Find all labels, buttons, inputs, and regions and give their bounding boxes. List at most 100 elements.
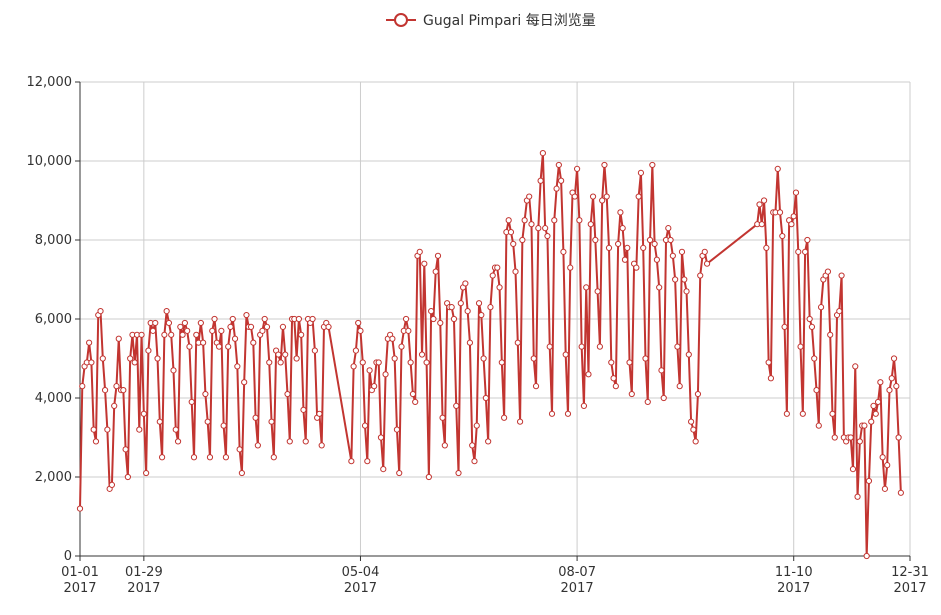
- data-point: [200, 339, 207, 346]
- data-point: [589, 193, 597, 200]
- data-point: [247, 323, 255, 330]
- data-point: [640, 244, 647, 251]
- data-point: [530, 355, 537, 362]
- data-point: [610, 375, 617, 382]
- data-point: [391, 355, 398, 362]
- data-point: [658, 367, 665, 374]
- data-point: [206, 454, 214, 461]
- data-point: [364, 458, 371, 465]
- data-point: [560, 248, 567, 255]
- data-point: [270, 454, 277, 461]
- data-point: [847, 434, 854, 441]
- data-point: [473, 422, 480, 429]
- data-point: [893, 383, 900, 390]
- data-point: [635, 193, 642, 200]
- data-point: [703, 260, 711, 267]
- data-point: [293, 355, 300, 362]
- x-tick-label-year: 2017: [344, 581, 377, 596]
- data-point: [396, 469, 403, 477]
- y-tick-label: 0: [64, 549, 72, 564]
- data-point: [88, 359, 95, 366]
- data-point: [694, 390, 702, 398]
- data-point: [596, 343, 603, 350]
- data-point: [165, 319, 173, 327]
- data-point: [592, 236, 599, 244]
- data-point: [701, 248, 708, 255]
- data-point: [674, 343, 681, 350]
- data-point: [765, 359, 772, 366]
- data-point: [184, 327, 191, 334]
- data-point: [808, 323, 816, 330]
- data-point: [99, 355, 106, 362]
- data-point: [482, 394, 489, 402]
- data-point: [475, 300, 483, 307]
- data-point: [412, 398, 419, 406]
- data-point: [551, 217, 558, 224]
- x-tick-label-year: 2017: [777, 581, 810, 596]
- data-point: [571, 193, 578, 200]
- data-point: [158, 454, 166, 461]
- data-point: [599, 197, 606, 204]
- data-point: [498, 359, 505, 366]
- data-point: [174, 438, 182, 445]
- data-point: [428, 308, 435, 315]
- data-point: [393, 426, 401, 433]
- data-point: [567, 264, 574, 271]
- data-point: [282, 351, 289, 358]
- legend[interactable]: Gugal Pimpari 每日浏览量: [386, 13, 596, 29]
- data-point: [250, 339, 257, 346]
- data-point: [124, 473, 131, 481]
- data-point: [854, 493, 861, 500]
- y-tick-label: 12,000: [27, 75, 73, 90]
- data-point: [811, 355, 818, 362]
- data-point: [409, 390, 417, 398]
- data-point: [225, 343, 232, 350]
- data-point: [439, 414, 446, 421]
- data-point: [792, 189, 800, 196]
- data-point: [437, 319, 444, 327]
- data-point: [642, 355, 649, 362]
- data-point: [861, 422, 868, 429]
- data-point: [325, 323, 332, 330]
- data-point: [154, 355, 161, 362]
- data-point: [608, 359, 615, 366]
- data-point: [776, 209, 784, 216]
- data-point: [587, 221, 594, 228]
- data-point: [457, 300, 464, 307]
- data-point: [501, 414, 508, 421]
- data-point: [863, 552, 870, 560]
- data-point: [252, 414, 259, 421]
- data-point: [651, 240, 658, 248]
- data-point: [204, 418, 211, 425]
- data-point: [416, 248, 423, 255]
- data-point: [519, 236, 526, 244]
- data-point: [366, 367, 373, 374]
- data-point: [485, 438, 492, 445]
- data-point: [231, 335, 239, 342]
- data-point: [179, 331, 186, 338]
- data-point: [466, 339, 474, 346]
- legend-circle-marker: [394, 13, 408, 27]
- data-point: [760, 197, 768, 204]
- data-point: [558, 177, 565, 184]
- data-point: [462, 280, 469, 287]
- data-point: [877, 379, 884, 386]
- y-axis: 0 2,000 4,000 6,000 8,000 10,000 12,000: [27, 75, 81, 564]
- data-point: [181, 319, 188, 327]
- data-point: [156, 418, 163, 425]
- x-tick-label-date: 12-31: [891, 565, 929, 580]
- data-point: [487, 304, 494, 311]
- x-tick-label-year: 2017: [63, 581, 96, 596]
- data-point: [886, 387, 893, 394]
- data-point: [624, 244, 631, 251]
- data-point: [350, 363, 357, 370]
- y-tick-label: 10,000: [27, 154, 73, 169]
- data-point: [884, 462, 891, 469]
- data-point: [804, 236, 811, 244]
- x-tick-label-year: 2017: [127, 581, 160, 596]
- data-point: [672, 276, 679, 283]
- data-point: [514, 339, 521, 346]
- data-point: [817, 304, 825, 311]
- data-point: [548, 410, 556, 417]
- data-point: [432, 268, 439, 275]
